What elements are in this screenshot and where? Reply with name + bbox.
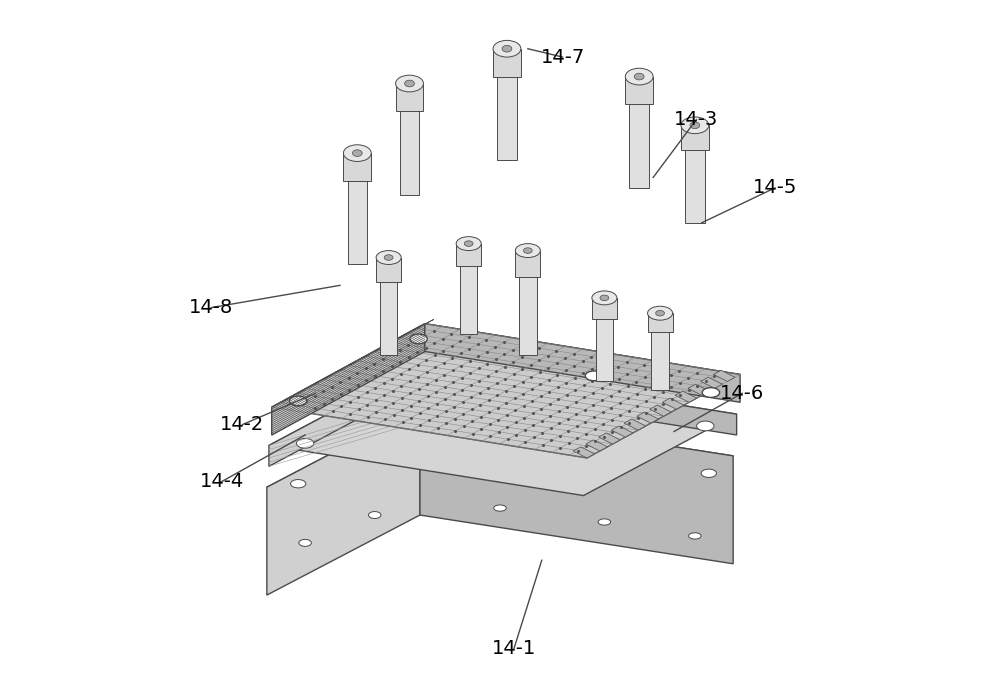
Ellipse shape	[598, 519, 611, 525]
Polygon shape	[336, 361, 357, 372]
Ellipse shape	[494, 505, 506, 511]
Polygon shape	[380, 282, 397, 355]
Text: 14-4: 14-4	[199, 472, 244, 491]
Polygon shape	[675, 391, 697, 402]
Ellipse shape	[384, 255, 393, 260]
Polygon shape	[493, 49, 521, 77]
Ellipse shape	[502, 45, 512, 52]
Polygon shape	[348, 354, 370, 365]
Ellipse shape	[409, 420, 424, 429]
Text: 14-5: 14-5	[753, 178, 797, 198]
Ellipse shape	[343, 145, 371, 161]
Ellipse shape	[585, 371, 603, 381]
Polygon shape	[611, 426, 633, 437]
Polygon shape	[420, 407, 733, 564]
Ellipse shape	[515, 244, 540, 258]
Polygon shape	[376, 258, 401, 282]
Ellipse shape	[600, 295, 609, 301]
Polygon shape	[651, 333, 669, 390]
Polygon shape	[272, 324, 425, 435]
Polygon shape	[297, 382, 319, 393]
Polygon shape	[267, 407, 733, 536]
Polygon shape	[624, 419, 646, 430]
Polygon shape	[269, 364, 422, 466]
Ellipse shape	[464, 241, 473, 246]
Ellipse shape	[410, 334, 427, 344]
Polygon shape	[348, 181, 367, 264]
Ellipse shape	[634, 73, 644, 80]
Polygon shape	[599, 433, 620, 444]
Text: 14-7: 14-7	[541, 47, 585, 67]
Ellipse shape	[697, 421, 714, 431]
Polygon shape	[361, 347, 383, 358]
Ellipse shape	[625, 68, 653, 85]
Text: 14-6: 14-6	[720, 383, 764, 403]
Text: 14-1: 14-1	[492, 639, 536, 658]
Polygon shape	[648, 313, 673, 333]
Polygon shape	[637, 412, 658, 423]
Polygon shape	[515, 251, 540, 276]
Ellipse shape	[702, 388, 720, 397]
Ellipse shape	[689, 533, 701, 539]
Polygon shape	[625, 77, 653, 104]
Polygon shape	[497, 77, 517, 160]
Polygon shape	[592, 298, 617, 319]
Polygon shape	[650, 405, 671, 416]
Polygon shape	[456, 244, 481, 266]
Ellipse shape	[289, 396, 307, 406]
Polygon shape	[685, 150, 705, 223]
Polygon shape	[310, 375, 332, 386]
Polygon shape	[573, 447, 595, 458]
Ellipse shape	[368, 512, 381, 519]
Ellipse shape	[456, 237, 481, 251]
Polygon shape	[425, 324, 740, 402]
Ellipse shape	[690, 122, 700, 129]
Polygon shape	[662, 398, 684, 409]
Polygon shape	[629, 104, 649, 188]
Ellipse shape	[405, 80, 414, 87]
Ellipse shape	[376, 251, 401, 264]
Ellipse shape	[656, 310, 664, 316]
Text: 14-8: 14-8	[189, 298, 233, 317]
Polygon shape	[713, 370, 735, 381]
Ellipse shape	[590, 452, 605, 460]
Polygon shape	[400, 111, 419, 195]
Text: 14-2: 14-2	[220, 415, 265, 434]
Ellipse shape	[681, 117, 709, 134]
Ellipse shape	[296, 438, 314, 448]
Ellipse shape	[701, 469, 716, 477]
Text: 14-3: 14-3	[674, 110, 718, 129]
Ellipse shape	[299, 539, 311, 546]
Polygon shape	[586, 440, 607, 451]
Polygon shape	[284, 389, 306, 400]
Ellipse shape	[523, 248, 532, 253]
Ellipse shape	[648, 306, 673, 320]
Ellipse shape	[352, 150, 362, 157]
Polygon shape	[701, 377, 722, 388]
Polygon shape	[387, 333, 408, 345]
Ellipse shape	[589, 404, 606, 413]
Polygon shape	[519, 276, 537, 355]
Polygon shape	[343, 153, 371, 181]
Polygon shape	[374, 340, 395, 351]
Polygon shape	[272, 396, 293, 407]
Polygon shape	[596, 319, 613, 381]
Polygon shape	[269, 364, 737, 496]
Ellipse shape	[493, 40, 521, 57]
Polygon shape	[272, 324, 740, 458]
Polygon shape	[396, 84, 423, 111]
Polygon shape	[422, 364, 737, 435]
Ellipse shape	[396, 75, 423, 92]
Polygon shape	[412, 319, 434, 331]
Ellipse shape	[394, 380, 411, 390]
Polygon shape	[688, 384, 709, 395]
Polygon shape	[323, 368, 344, 379]
Polygon shape	[267, 407, 420, 595]
Ellipse shape	[291, 480, 306, 488]
Polygon shape	[399, 326, 421, 338]
Ellipse shape	[592, 291, 617, 305]
Polygon shape	[460, 266, 477, 334]
Polygon shape	[681, 125, 709, 150]
